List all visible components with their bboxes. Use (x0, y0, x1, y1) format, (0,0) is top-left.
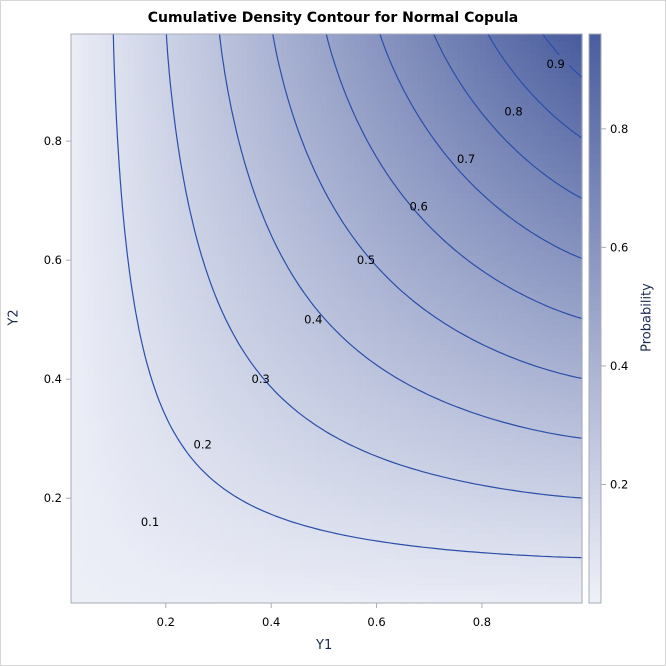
colorbar-tick-label: 0.8 (610, 122, 628, 136)
contour-label: 0.2 (194, 438, 212, 452)
x-tick-label: 0.8 (473, 615, 491, 629)
contour-line-0.5 (325, 33, 583, 320)
contour-line-0.1 (112, 33, 583, 559)
x-tick-label: 0.2 (157, 615, 175, 629)
contour-line-0.4 (272, 33, 583, 379)
colorbar-label: Probability (639, 283, 655, 352)
y-tick-label: 0.4 (44, 372, 62, 386)
y-tick-label: 0.8 (44, 134, 62, 148)
y-axis-label: Y2 (6, 309, 22, 326)
contour-label: 0.5 (357, 253, 375, 267)
contour-line-0.6 (379, 33, 583, 260)
x-tick-label: 0.6 (367, 615, 385, 629)
x-axis-label: Y1 (316, 638, 333, 653)
contour-label: 0.9 (547, 57, 565, 71)
colorbar-border (588, 33, 602, 604)
contour-line-0.2 (165, 33, 583, 499)
contour-lines (112, 33, 583, 559)
contour-line-0.8 (487, 33, 583, 139)
contour-label: 0.7 (457, 152, 475, 166)
chart-title: Cumulative Density Contour for Normal Co… (147, 10, 519, 26)
colorbar-tick-label: 0.6 (610, 240, 628, 254)
contour-line-0.7 (433, 33, 583, 199)
contour-label: 0.8 (504, 104, 522, 118)
y-tick-label: 0.2 (44, 491, 62, 505)
contour-line-0.3 (218, 33, 583, 439)
axis-ticks (66, 128, 606, 608)
x-tick-label: 0.4 (262, 615, 280, 629)
contour-label: 0.4 (304, 313, 322, 327)
contour-label: 0.6 (410, 200, 428, 214)
colorbar (588, 33, 602, 604)
colorbar-tick-label: 0.4 (610, 359, 628, 373)
contour-line-0.9 (542, 33, 583, 78)
contour-label: 0.1 (141, 515, 159, 529)
plot-border (70, 33, 583, 604)
contour-label: 0.3 (252, 372, 270, 386)
density-fill (71, 34, 583, 604)
colorbar-tick-label: 0.2 (610, 477, 628, 491)
y-tick-label: 0.6 (44, 253, 62, 267)
